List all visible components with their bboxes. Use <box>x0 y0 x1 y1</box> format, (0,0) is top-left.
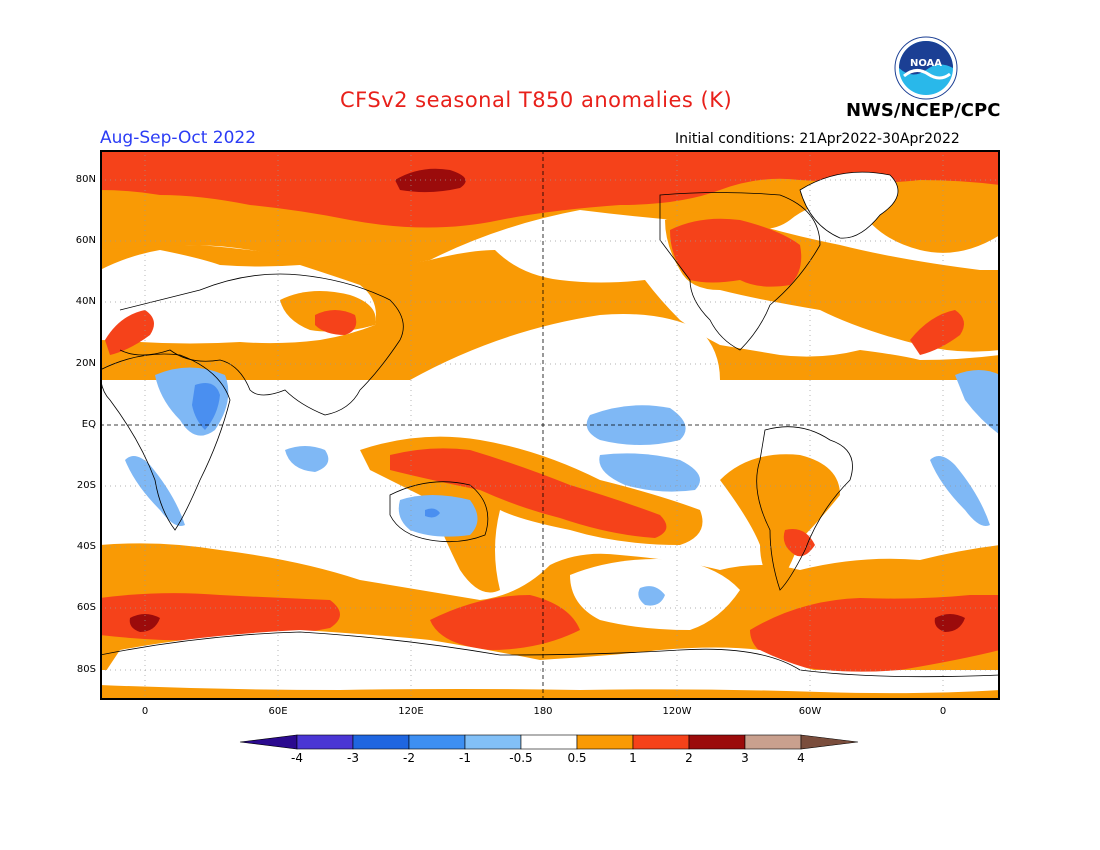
anomaly-westafrica-cool-east <box>955 370 1000 435</box>
colorbar-segment <box>520 734 578 750</box>
anomaly-greenland-neutral <box>800 172 898 239</box>
anomaly-southern-warm2-pacific <box>430 595 580 650</box>
anomaly-satlantic-cool-east <box>930 456 990 526</box>
chart-title: CFSv2 seasonal T850 anomalies (K) <box>340 88 733 112</box>
anomaly-indian-cool <box>285 446 329 472</box>
colorbar-label: 3 <box>741 751 749 765</box>
colorbar-label: -2 <box>403 751 415 765</box>
anomaly-siberia-strong <box>395 168 466 193</box>
anomaly-satlantic-cool <box>125 456 185 526</box>
anomaly-iberia-warm2 <box>105 310 154 355</box>
lon-tick-label: 60E <box>268 706 288 717</box>
lat-tick-label: EQ <box>81 419 96 430</box>
lat-tick-label: 40S <box>76 541 96 552</box>
lon-tick-label: 60W <box>798 706 822 717</box>
lat-tick-label: 40N <box>75 296 96 307</box>
colorbar-label: 1 <box>629 751 637 765</box>
initial-conditions: Initial conditions: 21Apr2022-30Apr2022 <box>675 131 960 147</box>
anomaly-pacific-cool-south <box>599 453 700 492</box>
lon-tick-label: 120E <box>398 706 424 717</box>
anomaly-iberia-warm2-east <box>910 310 964 355</box>
anomaly-map <box>100 150 1000 700</box>
lat-tick-label: 80S <box>76 664 96 675</box>
lat-tick-label: 60S <box>76 602 96 613</box>
lat-tick-label: 20S <box>76 480 96 491</box>
lon-tick-label: 180 <box>533 706 553 717</box>
lon-tick-label: 120W <box>662 706 692 717</box>
colorbar-label: -4 <box>291 751 303 765</box>
anomaly-na-warm2 <box>670 218 802 287</box>
lat-tick-label: 80N <box>75 174 96 185</box>
lat-tick-label: 20N <box>75 358 96 369</box>
anomaly-pacific-cool-sw <box>638 586 665 606</box>
colorbar-label: 2 <box>685 751 693 765</box>
anomaly-npacific-neutral <box>495 224 653 283</box>
colorbar-label: -3 <box>347 751 359 765</box>
anomaly-samerica-warm2 <box>783 529 815 557</box>
anomaly-southern-strong-west <box>129 614 160 632</box>
colorbar-segment <box>576 734 634 750</box>
anomaly-southern-warm2-east <box>750 595 1000 672</box>
forecast-period: Aug-Sep-Oct 2022 <box>100 128 257 148</box>
colorbar-segment <box>744 734 802 750</box>
anomaly-antarctica-warm1-south <box>100 685 1000 700</box>
colorbar-segment <box>464 734 522 750</box>
anomaly-tibet-warm2 <box>315 310 357 335</box>
noaa-logo: NOAA <box>894 36 958 100</box>
anomaly-australia-cool-strong <box>425 508 440 518</box>
lon-tick-label: 0 <box>939 706 947 717</box>
map-frame <box>100 150 1000 700</box>
lon-tick-label: 0 <box>141 706 149 717</box>
colorbar-label: 4 <box>797 751 805 765</box>
anomaly-africa-cool-strong <box>192 382 220 430</box>
anomaly-spacific-warm2 <box>390 448 667 538</box>
colorbar-left-arrow <box>239 734 298 750</box>
colorbar-label: -1 <box>459 751 471 765</box>
colorbar-segment <box>688 734 746 750</box>
colorbar-segment <box>632 734 690 750</box>
colorbar-segment <box>408 734 466 750</box>
agency-label: NWS/NCEP/CPC <box>846 100 1001 121</box>
colorbar-segment <box>352 734 410 750</box>
anomaly-australia-cool <box>398 495 478 537</box>
coastlines <box>100 171 1000 678</box>
colorbar-label: -0.5 <box>509 751 533 765</box>
anomaly-eqpacific-cool <box>586 405 686 445</box>
colorbar-right-arrow <box>800 734 859 750</box>
colorbar-segment <box>296 734 354 750</box>
lat-tick-label: 60N <box>75 235 96 246</box>
anomaly-samerica-warm1 <box>720 454 840 590</box>
colorbar-label: 0.5 <box>567 751 587 765</box>
anomaly-southern-strong-east <box>934 614 965 632</box>
anomaly-arctic-warm2 <box>100 150 1000 228</box>
anomaly-antarctica-neutral <box>100 630 1000 700</box>
anomaly-southern-warm2-west <box>100 593 340 641</box>
logo-text: NOAA <box>910 58 942 69</box>
